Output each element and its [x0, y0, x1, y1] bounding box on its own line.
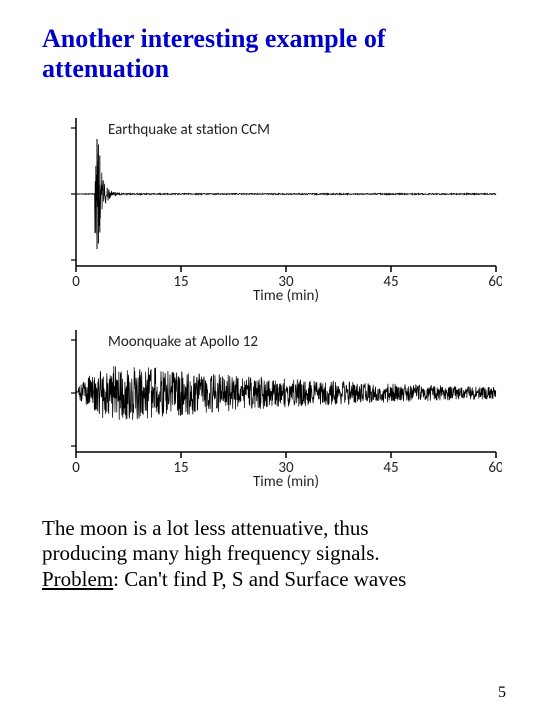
svg-text:Earthquake at station CCM: Earthquake at station CCM: [108, 121, 270, 139]
problem-label: Problem: [42, 567, 113, 591]
svg-text:15: 15: [173, 273, 188, 291]
slide-number: 5: [498, 684, 506, 702]
earthquake-chart: 015304560Time (min)Earthquake at station…: [42, 98, 498, 308]
svg-text:0: 0: [72, 459, 80, 477]
svg-text:60: 60: [488, 459, 502, 477]
body-paragraph: The moon is a lot less attenuative, thus…: [42, 516, 498, 593]
svg-text:60: 60: [488, 273, 502, 291]
svg-text:0: 0: [72, 273, 80, 291]
svg-text:15: 15: [173, 459, 188, 477]
svg-text:45: 45: [383, 459, 398, 477]
moonquake-chart: 015304560Time (min)Moonquake at Apollo 1…: [42, 314, 498, 494]
svg-text:Moonquake at Apollo 12: Moonquake at Apollo 12: [108, 333, 258, 351]
body-line-1: The moon is a lot less attenuative, thus: [42, 516, 369, 540]
svg-text:Time (min): Time (min): [253, 287, 319, 305]
svg-text:Time (min): Time (min): [253, 473, 319, 491]
body-line-2: producing many high frequency signals.: [42, 541, 380, 565]
problem-text: : Can't find P, S and Surface waves: [113, 567, 406, 591]
svg-text:45: 45: [383, 273, 398, 291]
page-title: Another interesting example of attenuati…: [42, 24, 498, 84]
